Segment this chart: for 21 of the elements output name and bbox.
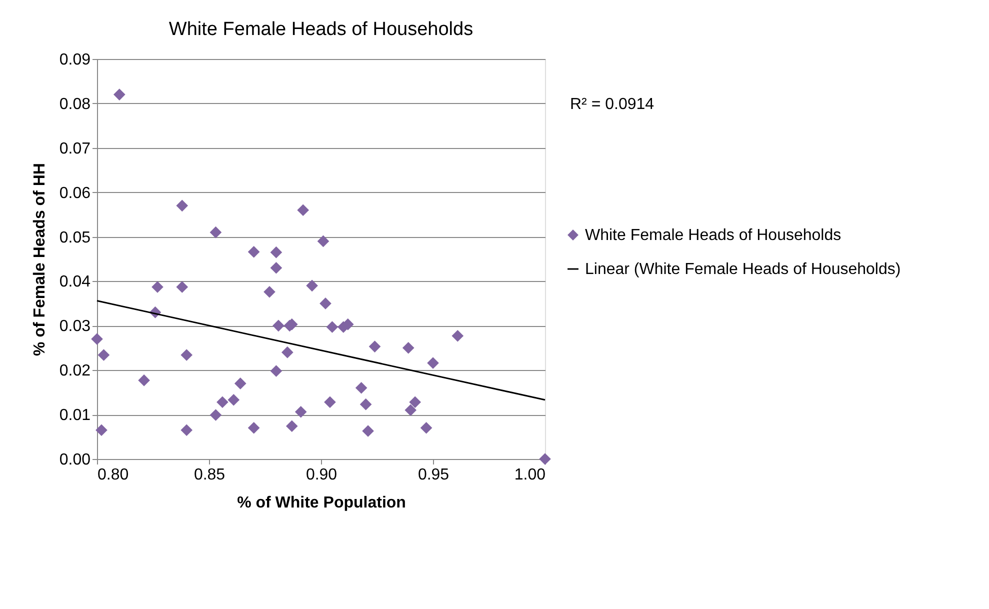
y-tick-label: 0.06 (59, 184, 91, 202)
y-tick-label: 0.05 (59, 229, 91, 246)
y-tick-label: 0.07 (59, 140, 91, 158)
y-tick-label: 0.03 (59, 318, 91, 336)
legend-label: White Female Heads of Households (585, 227, 842, 244)
y-tick-label: 0.08 (59, 96, 91, 113)
x-tick-label: 0.95 (418, 466, 450, 484)
legend-label: Linear (White Female Heads of Households) (585, 261, 901, 278)
y-axis-title: % of Female Heads of HH (31, 163, 48, 356)
y-tick-label: 0.02 (59, 362, 91, 380)
y-tick-label: 0.00 (59, 452, 91, 468)
y-tick-label: 0.01 (59, 407, 91, 424)
text: R² = 0.0914 (570, 96, 654, 113)
x-axis-title: % of White Population (237, 494, 406, 512)
y-tick-label: 0.09 (59, 52, 91, 68)
x-tick-label: 0.90 (306, 466, 338, 484)
x-tick-label: 1.00 (514, 466, 546, 484)
chart-title: White Female Heads of Households (168, 19, 474, 40)
x-tick-label: 0.85 (194, 466, 226, 484)
y-tick-label: 0.04 (59, 274, 91, 291)
x-tick-label: 0.80 (98, 466, 129, 484)
